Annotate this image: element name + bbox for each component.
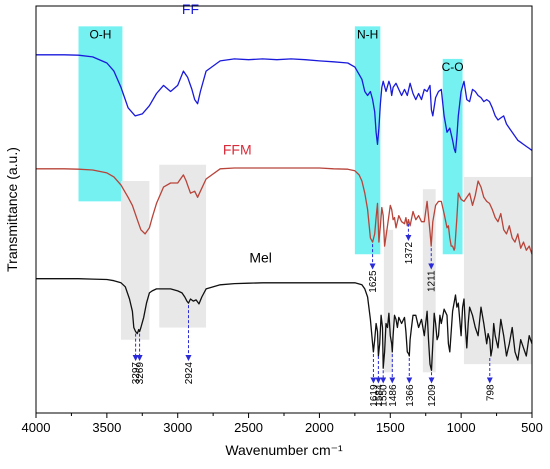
peak-label-1366: 1366: [405, 384, 416, 407]
highlight-band-5: [383, 229, 394, 373]
x-axis: 4000 3500 3000 2500 2000 1500 1000 500: [22, 413, 543, 435]
series-label-ff: FF: [182, 1, 199, 17]
x-tick-label: 1500: [376, 420, 405, 435]
highlight-band-0: [78, 26, 123, 202]
series-line-mel: [36, 278, 533, 371]
peak-label-2924: 2924: [184, 362, 195, 385]
peak-label-3269: 3269: [135, 362, 146, 385]
peak-label-1625: 1625: [368, 270, 379, 293]
series-labels: FF FFM Mel: [182, 1, 272, 265]
series-line-ff: [36, 54, 533, 154]
x-tick-label: 2000: [305, 420, 334, 435]
y-axis-title: Transmittance (a.u.): [4, 147, 20, 272]
peak-label-1372: 1372: [404, 242, 415, 265]
spectrum-series: [36, 54, 533, 371]
highlight-band-3: [121, 181, 150, 340]
x-tick-label: 1000: [447, 420, 476, 435]
x-tick-label: 3000: [163, 420, 192, 435]
peak-label-798: 798: [485, 384, 496, 401]
peak-label-1550: 1550: [379, 384, 390, 407]
x-tick-label: 4000: [22, 420, 51, 435]
peak-label-1584: 1584: [374, 384, 385, 407]
band-label: N-H: [357, 28, 378, 42]
peak-label-1211: 1211: [427, 270, 438, 292]
band-label: C-O: [442, 60, 464, 74]
x-axis-title: Wavenumber cm⁻¹: [225, 442, 343, 458]
band-label: O-H: [89, 28, 111, 42]
highlight-band-2: [442, 58, 463, 255]
peak-label-1619: 1619: [369, 384, 380, 407]
series-line-ffm: [36, 167, 533, 255]
x-tick-label: 2500: [234, 420, 263, 435]
series-label-ffm: FFM: [223, 142, 252, 158]
highlight-bands: O-H N-H C-O: [78, 26, 532, 373]
x-tick-label: 3500: [92, 420, 121, 435]
series-label-mel: Mel: [249, 249, 272, 265]
peak-label-1209: 1209: [427, 384, 438, 407]
x-tick-label: 500: [521, 420, 543, 435]
highlight-band-4: [159, 164, 207, 328]
highlight-band-7: [463, 176, 532, 365]
peak-label-3297: 3297: [131, 362, 142, 385]
peak-label-1486: 1486: [388, 384, 399, 407]
